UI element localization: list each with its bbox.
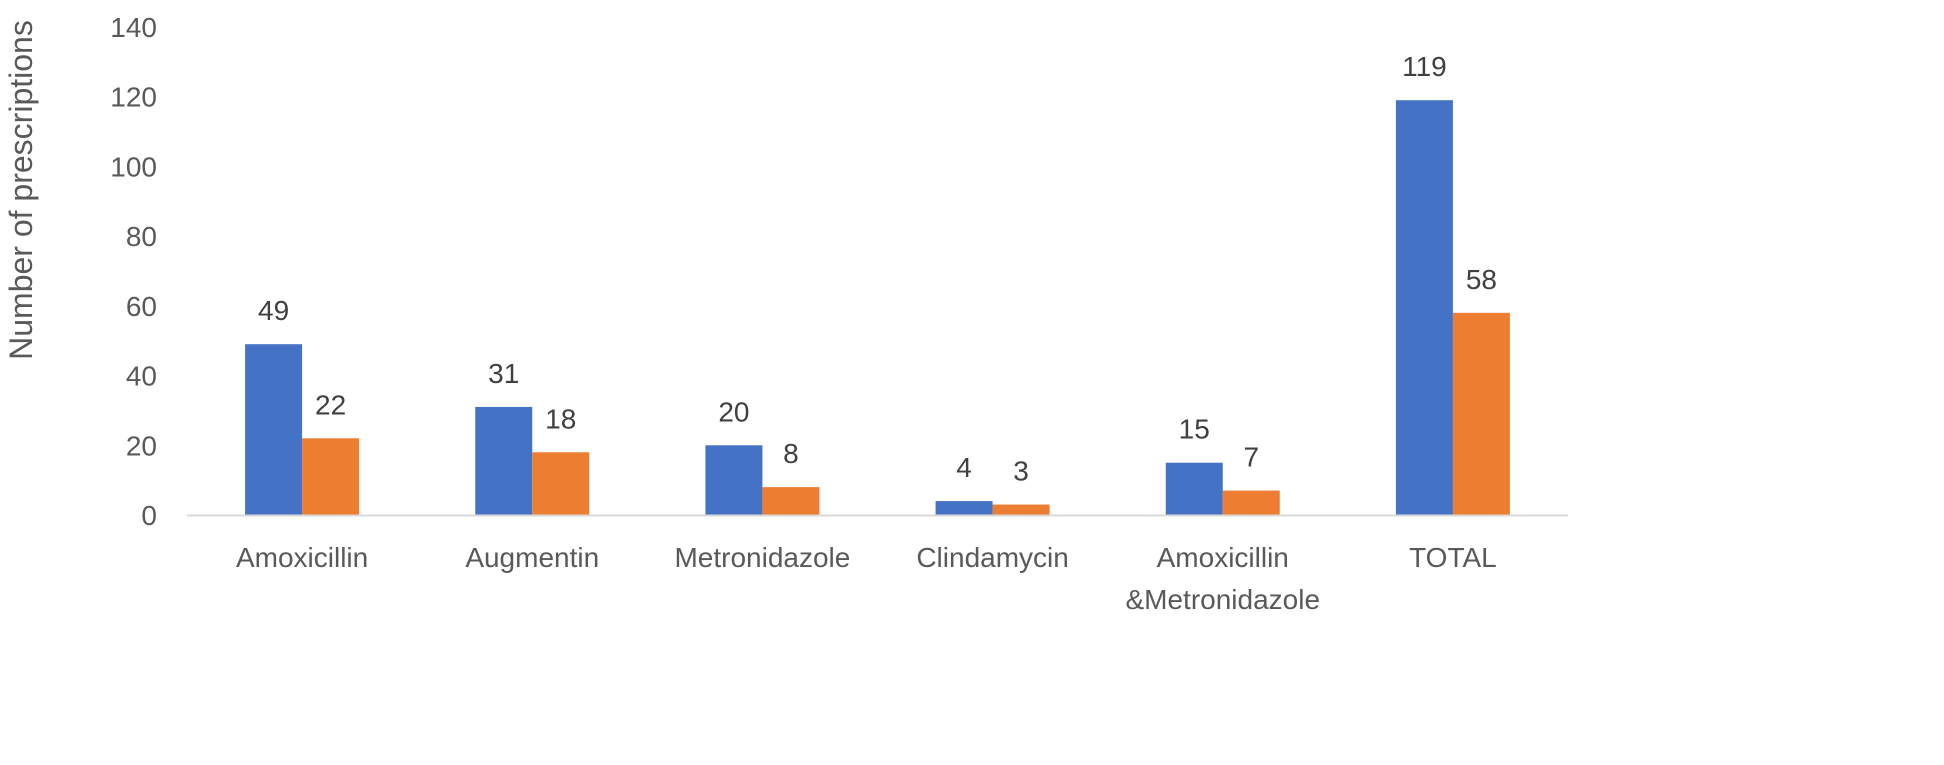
bar-series-2 bbox=[302, 438, 360, 515]
x-axis-category-labels: Amoxicillin Augmentin Metronidazole Clindam… bbox=[236, 542, 1497, 615]
data-label: 7 bbox=[1243, 442, 1259, 473]
bar-series-1 bbox=[935, 501, 993, 515]
bars-group bbox=[245, 100, 1510, 515]
bar-series-2 bbox=[532, 452, 590, 515]
data-label: 31 bbox=[488, 358, 519, 389]
x-category-label: TOTAL bbox=[1409, 542, 1497, 573]
data-label: 4 bbox=[956, 452, 972, 483]
data-label: 119 bbox=[1402, 51, 1447, 82]
y-tick-label: 40 bbox=[126, 361, 157, 392]
data-label: 22 bbox=[315, 389, 346, 420]
x-category-label: Amoxicillin bbox=[1157, 542, 1289, 573]
bar-series-2 bbox=[992, 504, 1050, 515]
bar-series-2 bbox=[1452, 312, 1510, 515]
y-axis-ticks: 0 20 40 60 80 100 120 140 bbox=[110, 12, 157, 531]
bar-series-1 bbox=[475, 406, 533, 515]
y-tick-label: 60 bbox=[126, 291, 157, 322]
y-tick-label: 140 bbox=[110, 12, 157, 43]
bar-series-1 bbox=[1165, 462, 1223, 515]
bar-series-1 bbox=[1395, 100, 1453, 515]
x-category-label: Amoxicillin bbox=[236, 542, 368, 573]
bar-series-1 bbox=[705, 445, 763, 515]
bar-series-1 bbox=[245, 344, 303, 515]
y-axis-title: Number of prescriptions bbox=[3, 20, 39, 360]
x-category-label: Augmentin bbox=[465, 542, 599, 573]
data-label: 8 bbox=[783, 438, 799, 469]
y-tick-label: 100 bbox=[110, 151, 157, 182]
y-tick-label: 80 bbox=[126, 221, 157, 252]
y-tick-label: 20 bbox=[126, 430, 157, 461]
bar-series-2 bbox=[1222, 490, 1280, 515]
data-label: 3 bbox=[1013, 456, 1029, 487]
x-category-label: &Metronidazole bbox=[1125, 584, 1320, 615]
x-category-label: Metronidazole bbox=[674, 542, 850, 573]
data-label: 18 bbox=[545, 403, 576, 434]
data-label: 58 bbox=[1466, 264, 1497, 295]
y-tick-label: 0 bbox=[141, 500, 157, 531]
y-tick-label: 120 bbox=[110, 82, 157, 113]
bar-chart: 0 20 40 60 80 100 120 140 49 31 20 4 15 119 22 18 8 3 7 58… bbox=[3, 12, 1568, 615]
data-labels-group: 49 31 20 4 15 119 22 18 8 3 7 58 bbox=[258, 51, 1497, 486]
x-category-label: Clindamycin bbox=[916, 542, 1069, 573]
data-label: 15 bbox=[1179, 414, 1210, 445]
bar-series-2 bbox=[762, 487, 820, 515]
data-label: 20 bbox=[718, 396, 749, 427]
chart-canvas: 0 20 40 60 80 100 120 140 49 31 20 4 15 119 22 18 8 3 7 58… bbox=[3, 12, 1568, 615]
data-label: 49 bbox=[258, 295, 289, 326]
